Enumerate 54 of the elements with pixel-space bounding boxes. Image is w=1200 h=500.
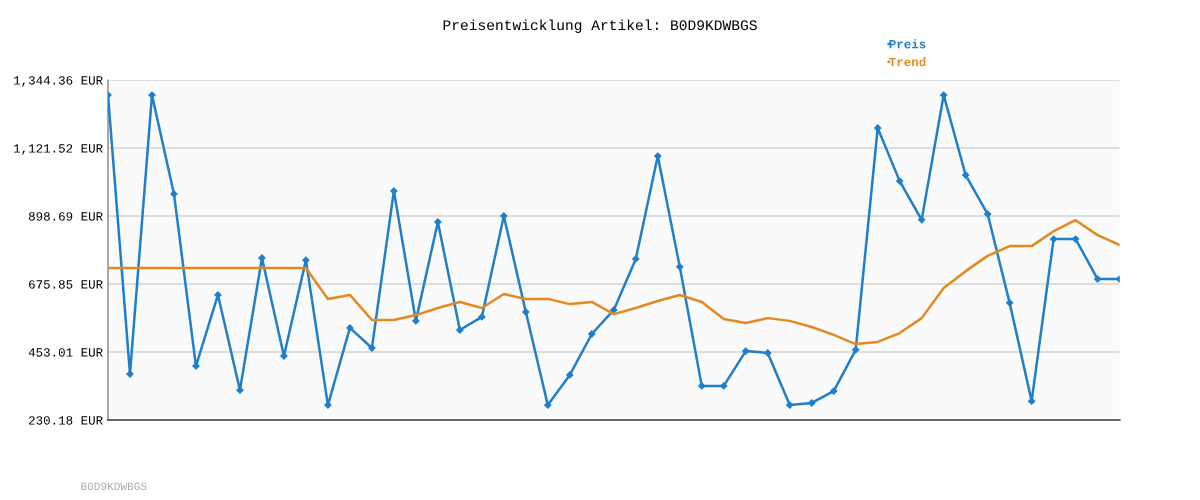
text: B0D9KDWBGS [81,482,147,491]
y-tick-label: 230.18 EUR [29,416,103,425]
point [742,347,750,355]
point [280,352,288,360]
point [852,346,860,354]
point [500,212,508,220]
point [324,401,332,409]
point [368,344,376,352]
legend-label: Preis [889,39,926,49]
y-tick-label: 1,121.52 EUR [14,144,103,155]
point [258,254,266,262]
point [412,317,420,325]
point [346,324,354,332]
point [434,218,442,226]
point [984,210,992,218]
point [676,263,684,271]
legend-label: Trend [889,57,926,67]
point [962,171,970,179]
point [808,399,816,407]
point [390,187,398,195]
point [478,313,486,321]
point [896,177,904,185]
point [1006,299,1014,307]
point [1027,397,1036,405]
point [302,256,310,264]
point [214,291,222,299]
y-tick-label: 898.69 EUR [28,212,103,221]
point [456,326,464,334]
y-tick-label: 1,344.36 EUR [14,76,103,87]
point [544,401,552,409]
point [588,330,596,338]
point [566,371,574,379]
point [1071,235,1080,243]
point [1093,275,1102,283]
point [610,306,618,314]
point [170,190,178,198]
point [632,255,640,263]
point [192,362,200,370]
point [764,349,772,357]
chart-title: Preisentwicklung Artikel: B0D9KDWBGS [443,19,757,34]
point [522,308,530,316]
y-tick-label: 453.01 EUR [28,348,103,357]
point [786,401,794,409]
point [720,382,728,390]
point [830,387,838,395]
point [654,152,662,160]
point [918,216,926,224]
point [874,124,882,132]
point [148,91,156,99]
y-tick-label: 675.85 EUR [29,280,103,289]
point [698,382,706,390]
point [940,91,948,99]
point [1049,235,1058,243]
point [236,386,244,394]
